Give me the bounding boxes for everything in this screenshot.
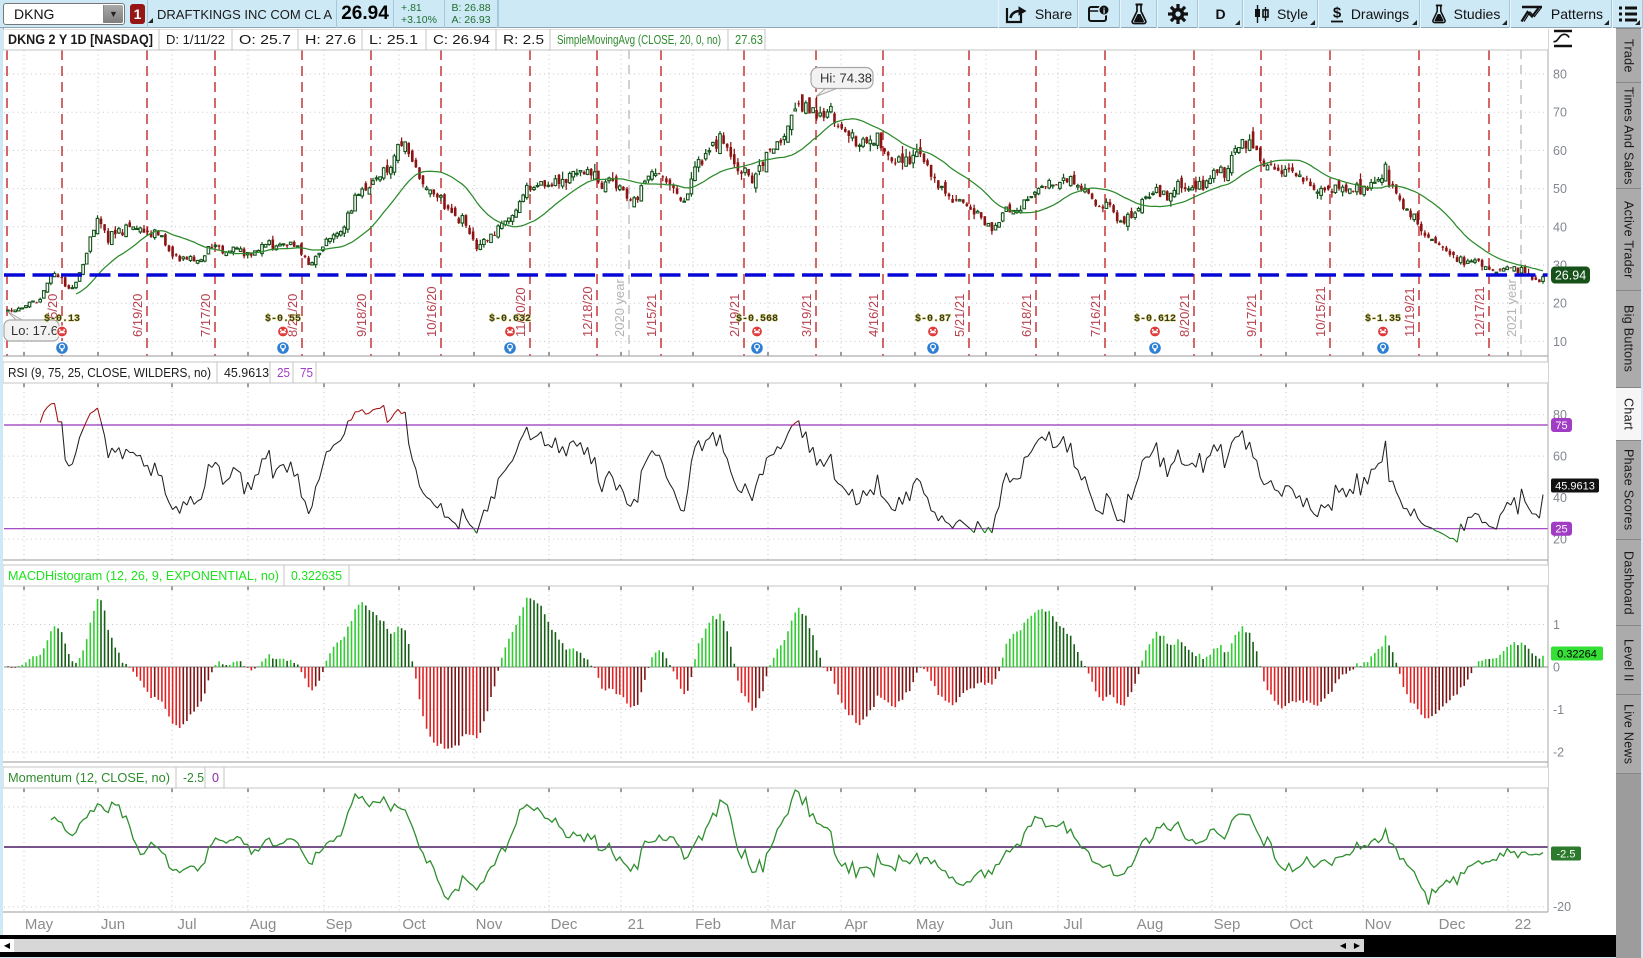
svg-text:8/21/20: 8/21/20 [285, 294, 300, 337]
svg-text:H: 27.6: H: 27.6 [305, 32, 356, 47]
svg-text:70: 70 [1553, 106, 1567, 120]
svg-text:-1: -1 [1553, 703, 1564, 717]
svg-text:O: 25.7: O: 25.7 [239, 32, 291, 47]
svg-text:$-1.35: $-1.35 [1365, 313, 1401, 325]
svg-text:2/19/21: 2/19/21 [727, 294, 742, 337]
svg-text:2021 year: 2021 year [1504, 279, 1519, 337]
svg-text:9/17/21: 9/17/21 [1244, 294, 1259, 337]
svg-text:1: 1 [1553, 618, 1560, 632]
svg-text:$-0.568: $-0.568 [736, 313, 778, 325]
svg-text:May: May [25, 916, 54, 933]
svg-text:75: 75 [1555, 420, 1567, 432]
svg-text:-2: -2 [1553, 746, 1564, 760]
svg-text:27.63: 27.63 [735, 32, 763, 47]
svg-text:40: 40 [1553, 491, 1567, 505]
svg-text:0.322635: 0.322635 [291, 568, 342, 583]
svg-text:-2.5: -2.5 [183, 770, 204, 785]
svg-text:Lo: 17.6: Lo: 17.6 [11, 323, 58, 338]
svg-text:10: 10 [1553, 335, 1567, 349]
svg-text:$-0.13: $-0.13 [44, 313, 80, 325]
svg-text:10/15/21: 10/15/21 [1313, 286, 1328, 337]
svg-text:$: $ [1333, 5, 1342, 22]
svg-text:12/18/20: 12/18/20 [580, 286, 595, 337]
svg-text:22: 22 [1515, 916, 1532, 933]
svg-text:7/17/20: 7/17/20 [198, 294, 213, 337]
svg-text:$-0.55: $-0.55 [265, 313, 301, 325]
svg-text:Sep: Sep [326, 916, 353, 933]
svg-text:6/18/21: 6/18/21 [1019, 294, 1034, 337]
svg-text:Mar: Mar [770, 916, 796, 933]
svg-text:60: 60 [1553, 144, 1567, 158]
svg-text:7/16/21: 7/16/21 [1088, 294, 1103, 337]
svg-text:i: i [1103, 6, 1106, 16]
svg-text:MACDHistogram (12, 26, 9, EXPO: MACDHistogram (12, 26, 9, EXPONENTIAL, n… [8, 568, 279, 583]
svg-text:12/17/21: 12/17/21 [1472, 286, 1487, 337]
svg-text:5/21/21: 5/21/21 [952, 294, 967, 337]
svg-text:$-0.87: $-0.87 [915, 313, 951, 325]
svg-text:60: 60 [1553, 450, 1567, 464]
svg-text:0.32264: 0.32264 [1557, 649, 1597, 661]
svg-text:$-0.612: $-0.612 [1134, 313, 1176, 325]
svg-text:25: 25 [277, 365, 290, 380]
svg-text:L: 25.1: L: 25.1 [369, 32, 418, 47]
svg-text:4/16/21: 4/16/21 [866, 294, 881, 337]
svg-text:40: 40 [1553, 220, 1567, 234]
svg-text:Jul: Jul [1063, 916, 1082, 933]
svg-text:20: 20 [1553, 297, 1567, 311]
svg-text:Hi: 74.38: Hi: 74.38 [820, 71, 872, 86]
svg-text:Aug: Aug [1137, 916, 1164, 933]
svg-text:20: 20 [1553, 533, 1567, 547]
svg-text:2020 year: 2020 year [612, 279, 627, 337]
svg-text:26.94: 26.94 [1555, 269, 1586, 283]
svg-text:Feb: Feb [695, 916, 721, 933]
svg-text:$-0.55: $-0.55 [265, 313, 301, 325]
svg-text:-2.5: -2.5 [1557, 849, 1576, 861]
svg-text:10/16/20: 10/16/20 [424, 286, 439, 337]
svg-text:0: 0 [212, 770, 219, 785]
svg-text:$-0.632: $-0.632 [489, 313, 531, 325]
svg-text:Oct: Oct [1289, 916, 1313, 933]
svg-text:Nov: Nov [1365, 916, 1392, 933]
svg-text:11/20/20: 11/20/20 [513, 287, 528, 337]
svg-text:45.9613: 45.9613 [1555, 481, 1595, 493]
svg-text:75: 75 [300, 365, 313, 380]
svg-text:11/19/21: 11/19/21 [1402, 287, 1417, 337]
svg-text:6/19/20: 6/19/20 [130, 294, 145, 337]
svg-text:1/15/21: 1/15/21 [644, 294, 659, 337]
svg-text:Jul: Jul [177, 916, 196, 933]
svg-text:45.9613: 45.9613 [224, 365, 269, 380]
svg-text:$-0.13: $-0.13 [44, 313, 80, 325]
svg-text:$-0.87: $-0.87 [915, 313, 951, 325]
svg-text:Jun: Jun [989, 916, 1013, 933]
svg-text:DKNG 2 Y 1D [NASDAQ]: DKNG 2 Y 1D [NASDAQ] [8, 32, 153, 47]
svg-text:Oct: Oct [402, 916, 426, 933]
svg-text:9/18/20: 9/18/20 [354, 294, 369, 337]
svg-text:Momentum (12, CLOSE, no): Momentum (12, CLOSE, no) [8, 770, 170, 785]
svg-text:C: 26.94: C: 26.94 [433, 32, 490, 47]
svg-text:Aug: Aug [250, 916, 277, 933]
svg-text:3/19/21: 3/19/21 [799, 294, 814, 337]
svg-text:8/20/21: 8/20/21 [1177, 294, 1192, 337]
svg-text:$-0.632: $-0.632 [489, 313, 531, 325]
svg-text:Nov: Nov [476, 916, 503, 933]
svg-text:0: 0 [1553, 661, 1560, 675]
svg-text:R: 2.5: R: 2.5 [503, 32, 544, 47]
svg-text:Apr: Apr [844, 916, 867, 933]
svg-text:Jun: Jun [101, 916, 125, 933]
svg-text:21: 21 [628, 916, 645, 933]
svg-text:Sep: Sep [1214, 916, 1241, 933]
svg-text:Dec: Dec [551, 916, 578, 933]
svg-text:$-0.568: $-0.568 [736, 313, 778, 325]
svg-text:RSI (9, 75, 25, CLOSE, WILDERS: RSI (9, 75, 25, CLOSE, WILDERS, no) [8, 365, 211, 380]
svg-text:80: 80 [1553, 68, 1567, 82]
svg-text:-20: -20 [1553, 900, 1571, 914]
svg-text:SimpleMovingAvg (CLOSE, 20, 0,: SimpleMovingAvg (CLOSE, 20, 0, no) [557, 32, 721, 47]
svg-text:May: May [916, 916, 945, 933]
svg-text:$-0.612: $-0.612 [1134, 313, 1176, 325]
svg-text:50: 50 [1553, 182, 1567, 196]
svg-text:25: 25 [1555, 524, 1567, 536]
svg-text:Dec: Dec [1439, 916, 1466, 933]
svg-text:D: 1/11/22: D: 1/11/22 [166, 32, 225, 47]
svg-text:$-1.35: $-1.35 [1365, 313, 1401, 325]
